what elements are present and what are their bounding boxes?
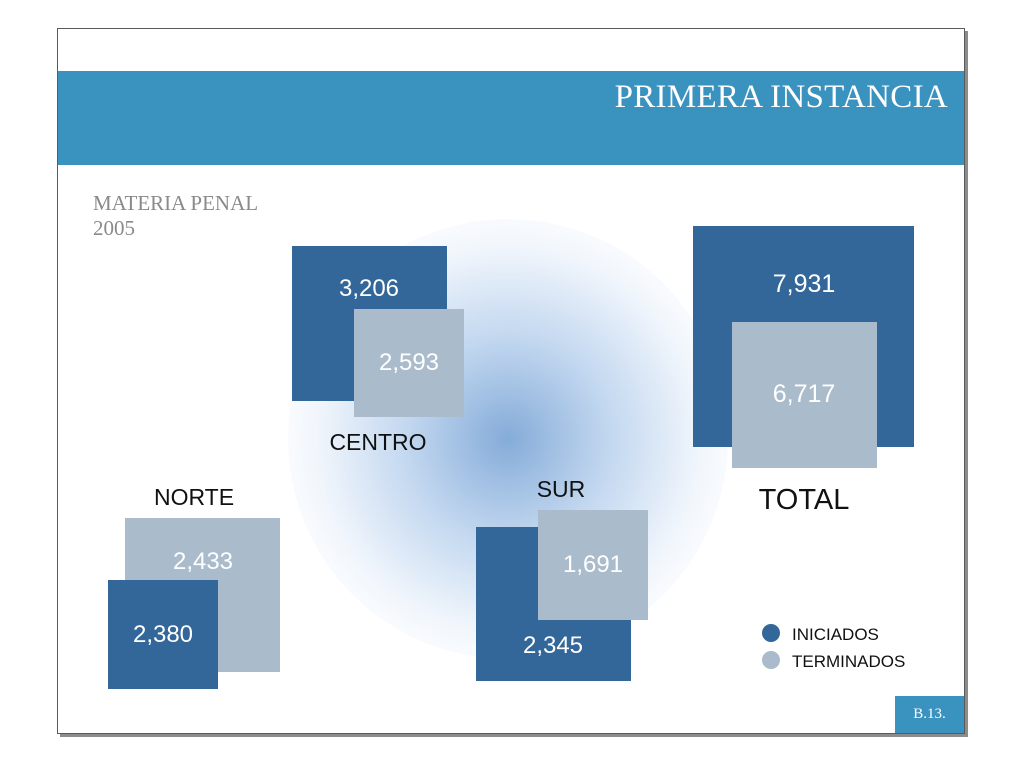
subtitle-topic: MATERIA PENAL (93, 191, 259, 215)
slide: PRIMERA INSTANCIA MATERIA PENAL 2005 3,2… (57, 28, 965, 734)
legend-iniciados-swatch (762, 624, 780, 642)
region-squares-chart: 3,206 2,593 CENTRO 2,433 2,380 NORTE 2,345 1,69… (108, 226, 914, 689)
sur-iniciados-value: 2,345 (523, 632, 583, 659)
subtitle-year: 2005 (93, 216, 135, 240)
total-terminados-square (732, 322, 877, 468)
centro-terminados-value: 2,593 (379, 349, 439, 376)
page-number-badge: B.13. (895, 696, 964, 733)
header-band (58, 71, 964, 165)
sur-terminados-square (538, 510, 648, 620)
centro-label: CENTRO (329, 429, 426, 455)
norte-iniciados-square (108, 580, 218, 689)
centro-terminados-square (354, 309, 464, 417)
total-terminados-value: 6,717 (773, 380, 836, 408)
legend-terminados-label: TERMINADOS (792, 652, 905, 671)
legend-iniciados-label: INICIADOS (792, 625, 879, 644)
centro-iniciados-value: 3,206 (339, 275, 399, 302)
norte-iniciados-value: 2,380 (133, 621, 193, 648)
norte-terminados-value: 2,433 (173, 548, 233, 575)
legend-terminados-swatch (762, 651, 780, 669)
sur-terminados-value: 1,691 (563, 551, 623, 578)
page-number: B.13. (913, 706, 946, 722)
norte-label: NORTE (154, 484, 234, 510)
subtitle: MATERIA PENAL 2005 (93, 191, 258, 241)
total-iniciados-value: 7,931 (773, 270, 836, 298)
sur-label: SUR (537, 476, 586, 502)
total-label: TOTAL (759, 484, 850, 516)
page-title: PRIMERA INSTANCIA (614, 79, 948, 115)
